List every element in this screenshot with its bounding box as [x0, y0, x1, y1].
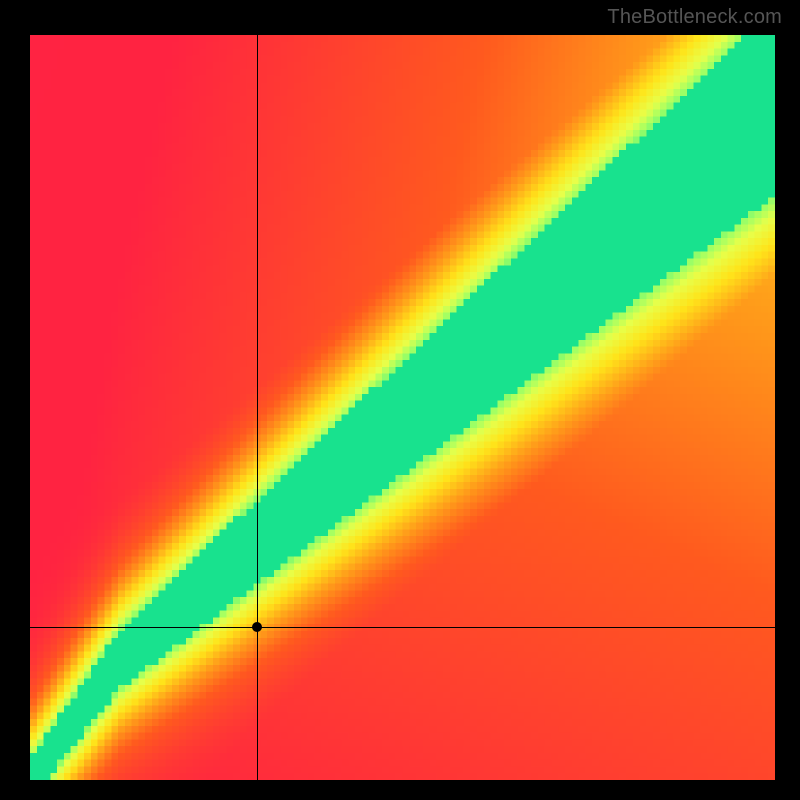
watermark-text: TheBottleneck.com [607, 6, 782, 29]
crosshair-marker-dot [252, 622, 262, 632]
heatmap-canvas [30, 35, 775, 780]
chart-root: TheBottleneck.com [0, 0, 800, 800]
crosshair-vertical [257, 35, 258, 780]
plot-area [30, 35, 775, 780]
crosshair-horizontal [30, 627, 775, 628]
